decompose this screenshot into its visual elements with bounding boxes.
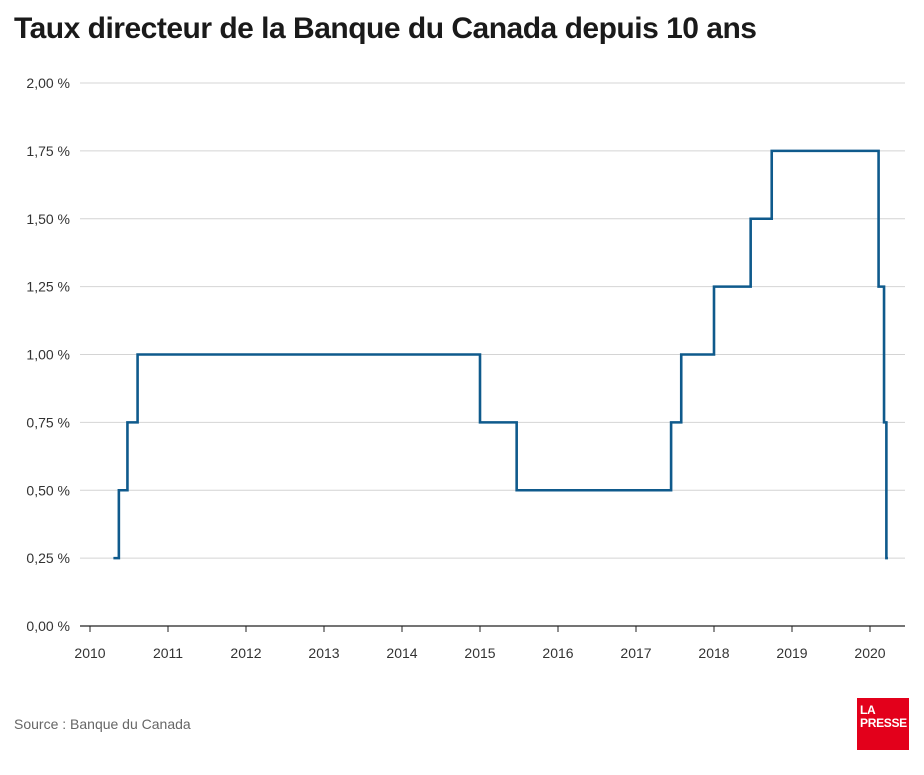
y-tick-label: 0,75 % — [26, 414, 70, 430]
x-tick-label: 2010 — [74, 645, 105, 661]
y-tick-label: 2,00 % — [26, 75, 70, 91]
source-note: Source : Banque du Canada — [14, 716, 191, 732]
x-tick-label: 2019 — [776, 645, 807, 661]
chart-title: Taux directeur de la Banque du Canada de… — [14, 12, 757, 45]
logo-line-2: PRESSE — [860, 716, 907, 730]
x-axis: 2010 2011 2012 2013 2014 2015 2016 2017 2018 2019… — [74, 625, 905, 661]
series-group — [113, 149, 888, 560]
y-tick-label: 1,75 % — [26, 143, 70, 159]
x-tick-label: 2013 — [308, 645, 339, 661]
x-tick-label: 2020 — [854, 645, 885, 661]
y-tick-label: 1,50 % — [26, 211, 70, 227]
x-tick-label: 2015 — [464, 645, 495, 661]
x-tick-label: 2011 — [153, 645, 183, 661]
gridlines — [80, 82, 905, 559]
y-tick-label: 1,25 % — [26, 279, 70, 295]
la-presse-logo: LA PRESSE — [857, 698, 909, 750]
x-tick-label: 2016 — [542, 645, 573, 661]
x-tick-label: 2018 — [698, 645, 729, 661]
y-tick-label: 0,25 % — [26, 550, 70, 566]
y-tick-labels: 0,00 % 0,25 % 0,50 % 0,75 % 1,00 % 1,25 % 1,50… — [26, 75, 70, 634]
x-tick-label: 2014 — [386, 645, 417, 661]
y-tick-label: 0,00 % — [26, 618, 70, 634]
y-tick-label: 1,00 % — [26, 347, 70, 363]
logo-line-1: LA — [860, 703, 876, 717]
x-tick-label: 2012 — [230, 645, 261, 661]
y-tick-label: 0,50 % — [26, 482, 70, 498]
x-tick-label: 2017 — [620, 645, 651, 661]
series-line — [113, 149, 888, 560]
